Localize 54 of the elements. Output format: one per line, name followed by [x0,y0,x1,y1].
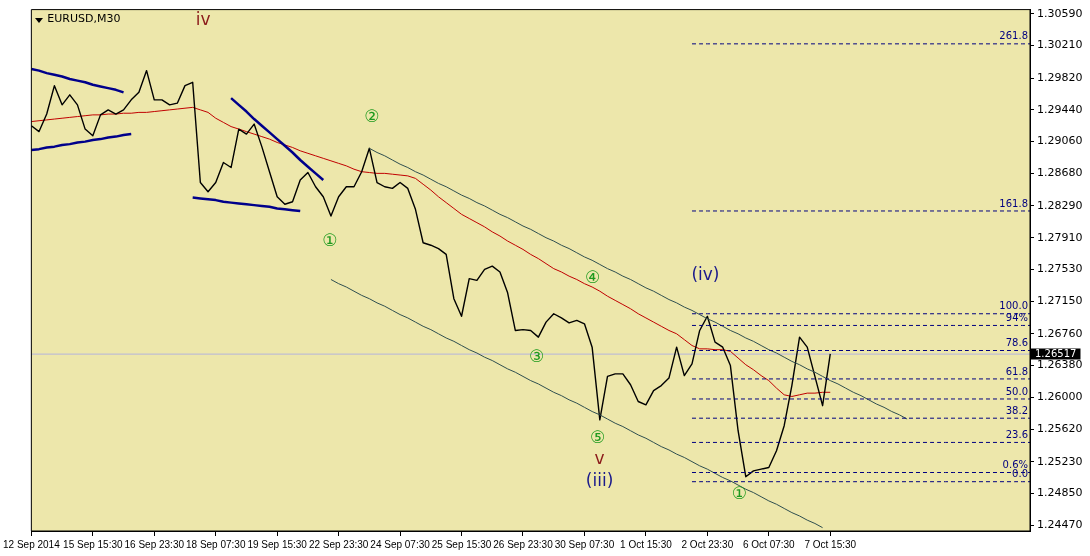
y-tick-label: 1.30210 [1037,38,1083,52]
annotation: ⑤ [589,426,606,447]
series-label: 38.2 [1005,404,1028,416]
x-tick-label: 30 Sep 07:30 [554,538,615,550]
y-tick-label: 1.25230 [1037,454,1083,468]
x-tick-label: 18 Sep 07:30 [185,538,246,550]
annotation: ④ [584,266,601,287]
annotation: ② [364,105,380,126]
y-tick-label: 1.27150 [1037,294,1083,308]
x-tick-label: 1 Oct 15:30 [620,538,673,550]
y-tick-label: 1.27530 [1037,262,1083,276]
y-tick-label: 1.26760 [1037,326,1083,340]
x-tick-label: 22 Sep 23:30 [308,538,369,550]
x-tick-label: 6 Oct 07:30 [742,538,796,550]
annotation: iv [195,9,211,30]
series-label: 61.8 [1005,365,1028,377]
series-label: 100.0 [999,300,1028,312]
y-tick-label: 1.29440 [1037,102,1083,116]
annotation: ③ [529,345,545,366]
x-tick-label: 7 Oct 15:30 [804,538,857,550]
y-tick-label: 1.28680 [1037,166,1083,180]
y-tick-label: 1.29060 [1037,134,1083,148]
y-tick-label: 1.24850 [1037,486,1083,500]
x-tick-label: 2 Oct 23:30 [681,538,734,550]
series-label: 161.8 [999,197,1028,209]
y-tick-label: 1.28290 [1037,198,1083,212]
x-tick-label: 24 Sep 07:30 [370,538,431,550]
series-label: 261.8 [999,30,1028,42]
y-tick-label: 1.24470 [1037,518,1083,532]
series-label: 94% [1005,312,1028,324]
x-tick-label: 12 Sep 2014 [3,538,61,550]
series-label: 23.6 [1005,429,1028,441]
series-label: 50.0 [1005,385,1028,397]
ref-line-label: 1.26517 [1035,347,1077,359]
x-tick-label: 25 Sep 15:30 [431,538,492,550]
series-label: 0.6% [1002,459,1028,471]
series-label: 78.6 [1005,337,1028,349]
y-tick-label: 1.25620 [1037,421,1083,435]
annotation: (iii) [585,470,614,491]
y-tick-label: 1.30590 [1037,6,1083,20]
series-label: 0.0 [1012,468,1028,480]
x-tick-label: 15 Sep 15:30 [63,538,123,550]
y-tick-label: 1.26000 [1037,390,1083,404]
annotation: ① [322,229,338,250]
y-tick-label: 1.26380 [1037,358,1083,372]
annotation: (iv) [691,264,720,285]
x-tick-label: 16 Sep 23:30 [124,538,185,550]
annotation: ① [731,483,748,504]
x-tick-label: 19 Sep 15:30 [247,538,308,550]
x-tick-label: 26 Sep 23:30 [493,538,554,550]
y-tick-label: 1.27910 [1037,230,1083,244]
annotation: v [594,447,605,468]
y-tick-label: 1.29820 [1037,70,1083,84]
chart-title: EURUSD,M30 [47,12,121,26]
